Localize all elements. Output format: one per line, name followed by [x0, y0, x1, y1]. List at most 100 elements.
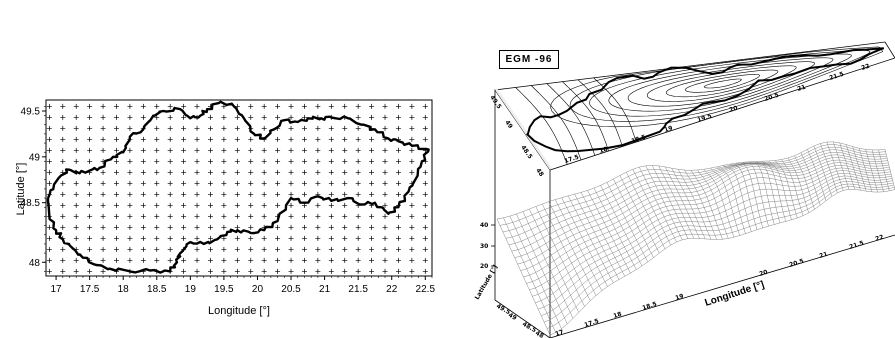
surface-lon-tick: 20 [758, 269, 768, 278]
mesh-line [548, 201, 597, 296]
grid-point [194, 224, 200, 230]
contour-lon-tick: 17.5 [563, 154, 579, 165]
grid-point [395, 191, 401, 197]
grid-point [73, 213, 79, 219]
grid-point [355, 224, 361, 230]
mesh-line [511, 154, 888, 252]
grid-point [127, 191, 133, 197]
contour-boundary [525, 47, 885, 153]
contour-lat-tick: 49 [503, 119, 514, 130]
grid-point [422, 202, 428, 208]
grid-point [288, 103, 294, 109]
x-tick-label: 20 [252, 284, 264, 295]
grid-point [221, 136, 227, 142]
mesh-line [593, 187, 637, 270]
grid-point [167, 125, 173, 131]
contour-lon-tick: 19 [663, 125, 673, 134]
mesh-line [800, 152, 821, 206]
mesh-line [871, 149, 884, 192]
contour-line [562, 81, 609, 152]
grid-point [382, 268, 388, 274]
surface-lon-tick: 22 [874, 234, 884, 243]
grid-point [46, 224, 52, 230]
grid-point [409, 257, 415, 263]
grid-point [87, 180, 93, 186]
mesh-line [587, 190, 631, 274]
grid-point [87, 268, 93, 274]
slovakia-boundary [46, 100, 430, 274]
mesh-line [677, 169, 712, 240]
grid-point [140, 180, 146, 186]
contour-lon-tick: 18.5 [630, 134, 646, 145]
grid-point [369, 246, 375, 252]
mesh-line [807, 149, 827, 201]
grid-point [409, 158, 415, 164]
grid-point [369, 103, 375, 109]
grid-point [422, 213, 428, 219]
grid-point [154, 213, 160, 219]
grid-point [342, 158, 348, 164]
mesh-line [503, 217, 557, 333]
contour-line [546, 83, 596, 156]
grid-point [60, 180, 66, 186]
grid-point [395, 158, 401, 164]
grid-point [154, 103, 160, 109]
grid-point [301, 147, 307, 153]
grid-point [46, 114, 52, 120]
grid-point [113, 191, 119, 197]
grid-point [207, 158, 213, 164]
mesh-line [884, 149, 895, 190]
grid-point [60, 125, 66, 131]
contour-line [608, 57, 834, 112]
grid-point [207, 213, 213, 219]
grid-point [275, 268, 281, 274]
grid-point [395, 268, 401, 274]
grid-point [355, 103, 361, 109]
grid-point [127, 235, 133, 241]
grid-point [140, 169, 146, 175]
grid-point [395, 147, 401, 153]
surface-lat-tick: 48.5 [521, 321, 537, 334]
grid-point [194, 136, 200, 142]
grid-point [248, 213, 254, 219]
grid-point [234, 125, 240, 131]
mesh-line [517, 159, 889, 265]
grid-point [328, 136, 334, 142]
contour-line [665, 69, 779, 98]
grid-point [288, 257, 294, 263]
grid-point [234, 136, 240, 142]
grid-point [60, 268, 66, 274]
grid-point [288, 224, 294, 230]
grid-point [369, 257, 375, 263]
grid-point [328, 268, 334, 274]
grid-point [113, 114, 119, 120]
grid-point [422, 235, 428, 241]
mesh-line [580, 192, 625, 277]
grid-point [194, 180, 200, 186]
grid-point [60, 224, 66, 230]
grid-point [167, 224, 173, 230]
mesh-line [774, 160, 798, 219]
grid-point [154, 235, 160, 241]
grid-point [301, 169, 307, 175]
grid-point [301, 268, 307, 274]
grid-point [328, 180, 334, 186]
contour-lat-ticks: 48 48.5 49 49.5 [488, 94, 545, 178]
grid-point [221, 235, 227, 241]
grid-point [194, 158, 200, 164]
mesh-line [671, 168, 706, 239]
grid-point [328, 147, 334, 153]
surface-mesh [496, 141, 895, 336]
grid-point [140, 147, 146, 153]
grid-point [301, 114, 307, 120]
grid-point [181, 169, 187, 175]
mesh-line [600, 185, 643, 267]
grid-point [369, 114, 375, 120]
surface-lon-tick: 18.5 [641, 301, 657, 312]
mesh-line [794, 155, 815, 210]
grid-point [422, 136, 428, 142]
grid-point [248, 246, 254, 252]
grid-point [167, 213, 173, 219]
mesh-line [684, 169, 718, 240]
